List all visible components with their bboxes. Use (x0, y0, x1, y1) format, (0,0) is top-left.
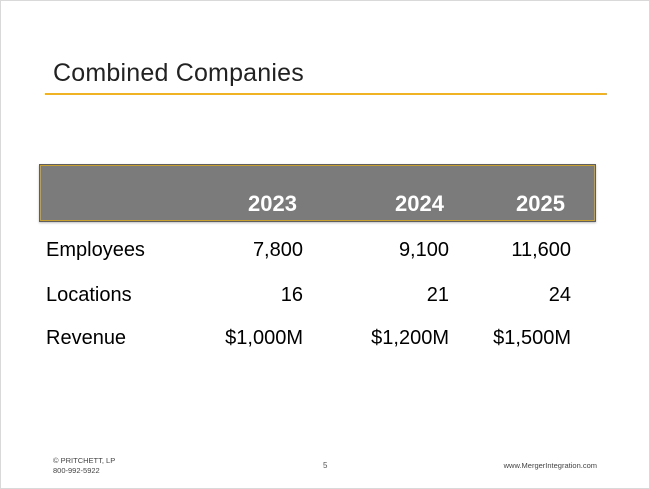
table-cell: 9,100 (398, 239, 449, 261)
footer-website-link[interactable]: www.MergerIntegration.com (503, 461, 597, 470)
page-number: 5 (323, 461, 328, 470)
table-cell: $1,000M (225, 327, 303, 349)
row-label-employees: Employees (46, 239, 145, 261)
table-cell: $1,500M (493, 327, 571, 349)
table-cell: 16 (280, 284, 303, 306)
table-cell: $1,200M (371, 327, 449, 349)
table-cell: 21 (426, 284, 449, 306)
row-label-revenue: Revenue (46, 327, 127, 349)
table-cell: 24 (548, 284, 571, 306)
footer-copyright-block: © PRITCHETT, LP 800-992-5922 (53, 456, 115, 476)
column-header-2024: 2024 (395, 191, 444, 216)
column-header-2025: 2025 (516, 191, 565, 216)
slide-title: Combined Companies (53, 59, 304, 87)
table-cell: 11,600 (511, 239, 571, 261)
footer-phone: 800-992-5922 (53, 466, 100, 475)
table-cell: 7,800 (252, 239, 303, 261)
table-header-band (39, 164, 596, 222)
footer-copyright: © PRITCHETT, LP (53, 456, 116, 465)
row-label-locations: Locations (46, 284, 132, 306)
column-header-2023: 2023 (248, 191, 297, 216)
title-underline (45, 93, 607, 95)
